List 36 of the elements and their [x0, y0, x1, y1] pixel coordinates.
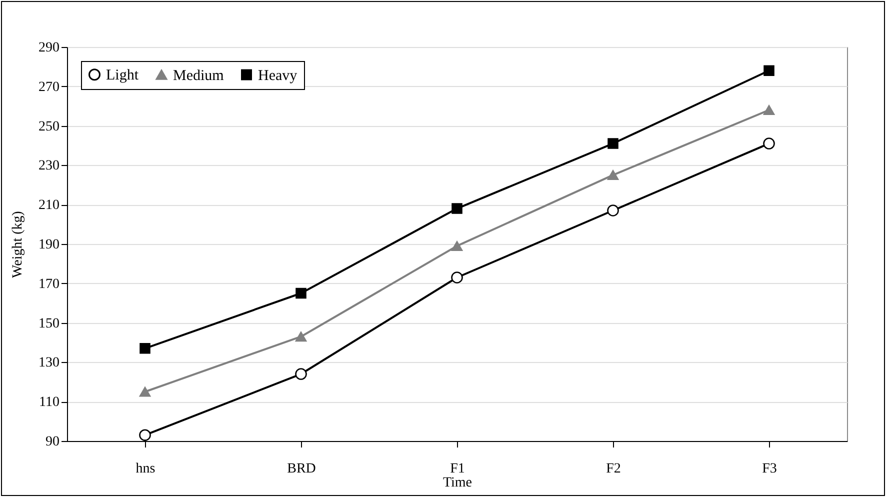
- point: [451, 240, 463, 251]
- x-tick-label: hns: [136, 462, 156, 476]
- point: [140, 343, 150, 354]
- point: [763, 105, 775, 116]
- y-tick-label: 230: [38, 158, 60, 174]
- x-tick-label: BRD: [287, 462, 316, 476]
- point: [295, 332, 307, 342]
- point: [763, 138, 775, 150]
- legend-label: Heavy: [258, 68, 298, 84]
- y-tick-label: 250: [38, 119, 60, 134]
- y-tick-label: 170: [38, 276, 60, 292]
- y-tick-label: 90: [46, 434, 60, 450]
- point: [139, 386, 151, 397]
- y-tick-label: 150: [38, 316, 60, 332]
- y-tick-label: 110: [39, 395, 60, 410]
- point: [296, 288, 306, 299]
- y-tick-label: 130: [38, 356, 60, 371]
- legend-label: Light: [106, 68, 140, 84]
- point: [607, 204, 619, 216]
- x-tick-label: F3: [762, 462, 777, 476]
- point: [451, 272, 463, 284]
- y-tick-label: 190: [38, 238, 60, 252]
- point: [452, 203, 462, 214]
- x-tick-label: F1: [450, 462, 465, 476]
- y-tick-label: 290: [38, 40, 60, 56]
- point: [295, 368, 307, 380]
- point: [608, 138, 618, 149]
- y-tick-label: 210: [38, 198, 60, 214]
- x-tick-label: F2: [606, 462, 621, 476]
- legend-label: Medium: [173, 68, 224, 84]
- x-axis-title: Time: [442, 476, 472, 490]
- point: [139, 429, 151, 441]
- point: [607, 170, 619, 180]
- y-axis-title: Weight (kg): [10, 210, 26, 278]
- point: [764, 65, 774, 76]
- y-tick-label: 270: [38, 80, 60, 95]
